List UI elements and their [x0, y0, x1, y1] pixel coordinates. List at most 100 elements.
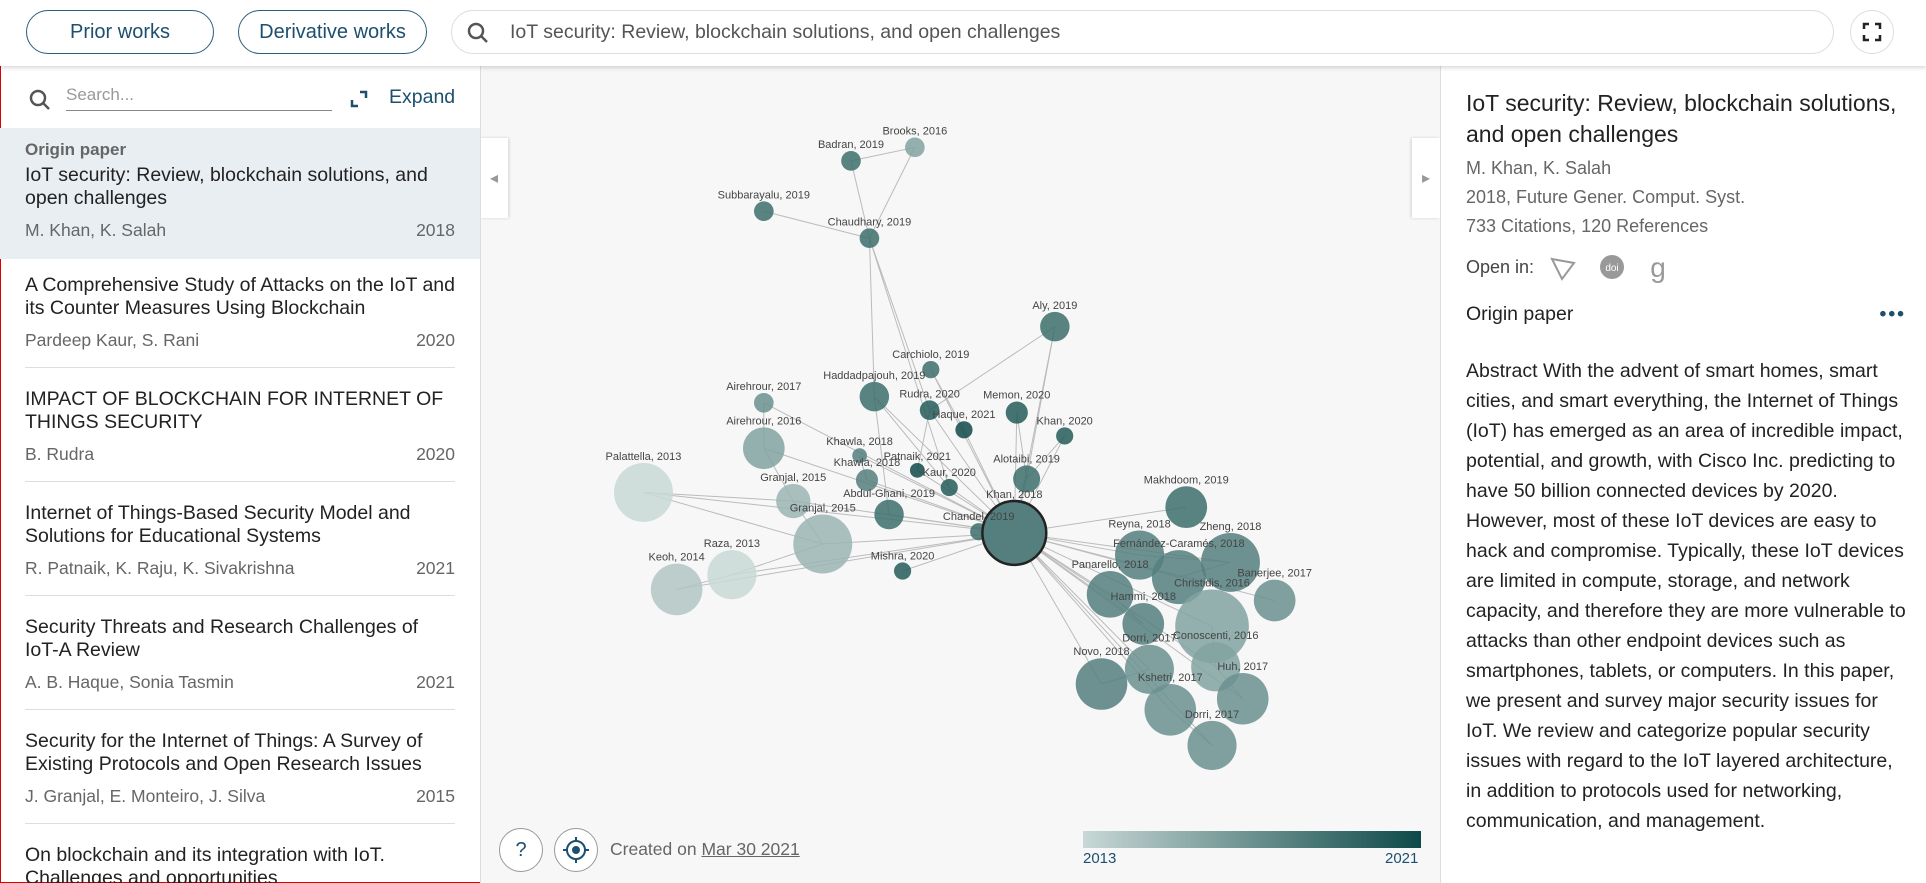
recenter-button[interactable]: [554, 828, 598, 872]
recenter-icon: [563, 837, 589, 863]
svg-text:g: g: [1650, 252, 1666, 283]
node-label: Keoh, 2014: [648, 552, 704, 564]
edge: [868, 238, 950, 488]
paper-node[interactable]: [1056, 427, 1074, 445]
node-label: Khawla, 2018: [826, 436, 893, 448]
node-label: Memon, 2020: [983, 390, 1050, 402]
edge: [763, 402, 1015, 534]
paper-node[interactable]: [1187, 720, 1237, 770]
list-item[interactable]: IMPACT OF BLOCKCHAIN FOR INTERNET OF THI…: [25, 388, 455, 482]
list-item[interactable]: Origin paper IoT security: Review, blockc…: [25, 140, 455, 257]
paper-node[interactable]: [1216, 672, 1269, 725]
paper-node[interactable]: [893, 562, 912, 580]
paper-node[interactable]: [1165, 486, 1208, 529]
node-label: Subbarayalu, 2019: [718, 189, 810, 201]
paper-node[interactable]: [753, 392, 774, 413]
node-label: Carchiolo, 2019: [892, 349, 969, 361]
paper-node[interactable]: [852, 448, 867, 463]
collapse-left[interactable]: ◂: [480, 138, 508, 218]
node-label: Khawla, 2018: [834, 457, 901, 469]
paper-node[interactable]: [874, 499, 904, 530]
paper-node[interactable]: [1200, 532, 1260, 592]
origin-item-bg: [0, 128, 480, 259]
paper-node[interactable]: [919, 400, 940, 420]
paper-node[interactable]: [955, 421, 973, 439]
edge: [643, 491, 1015, 534]
paper-node[interactable]: [859, 381, 890, 412]
paper-node[interactable]: [1115, 530, 1165, 580]
abstract: Abstract With the advent of smart homes,…: [1466, 360, 1906, 832]
paper-node[interactable]: [776, 483, 811, 519]
node-label: Kaur, 2020: [923, 467, 976, 479]
detail-stats: 733 Citations, 120 References: [1466, 216, 1709, 236]
node-label: Airehrour, 2017: [726, 381, 801, 393]
list-search-icon: [29, 89, 50, 110]
more-menu[interactable]: •••: [1879, 303, 1906, 325]
edge: [929, 326, 1056, 411]
paper-node[interactable]: [1013, 465, 1041, 493]
list-item[interactable]: Security for the Internet of Things: A S…: [25, 730, 455, 824]
paper-node[interactable]: [841, 151, 861, 171]
edge: [916, 410, 931, 471]
paper-node[interactable]: [753, 201, 774, 222]
paper-node[interactable]: [905, 137, 925, 158]
item-authors: A. B. Haque, Sonia Tasmin: [25, 672, 234, 692]
item-title: IoT security: Review, blockchain solutio…: [25, 164, 428, 209]
collapse-right[interactable]: ▸: [1412, 138, 1440, 218]
paper-node[interactable]: [742, 427, 785, 470]
search-bar[interactable]: IoT security: Review, blockchain solutio…: [451, 10, 1834, 54]
paper-node[interactable]: [1253, 579, 1296, 622]
paper-node[interactable]: [922, 361, 940, 379]
node-label: Chandel, 2019: [943, 511, 1015, 523]
node-label: Haque, 2021: [932, 409, 995, 421]
node-label: Novo, 2018: [1073, 646, 1129, 658]
node-label: Granjal, 2015: [790, 503, 856, 515]
node-label: Huh, 2017: [1217, 661, 1268, 673]
list-item[interactable]: Security Threats and Research Challenges…: [25, 616, 455, 710]
list-item[interactable]: On blockchain and its integration with I…: [25, 844, 455, 883]
help-button[interactable]: ?: [499, 828, 543, 872]
list-search-input[interactable]: Search...: [66, 85, 332, 111]
derivative-works-button[interactable]: Derivative works: [238, 10, 427, 54]
list-item[interactable]: Internet of Things-Based Security Model …: [25, 502, 455, 596]
item-title: On blockchain and its integration with I…: [25, 844, 385, 883]
paper-node[interactable]: [1144, 683, 1197, 736]
paper-node[interactable]: [650, 563, 703, 616]
list-item[interactable]: A Comprehensive Study of Attacks on the …: [25, 274, 455, 368]
paper-node[interactable]: [793, 514, 853, 574]
paper-node[interactable]: [614, 462, 673, 522]
paper-node[interactable]: [909, 462, 925, 478]
expand-button[interactable]: Expand: [389, 86, 456, 108]
paper-node[interactable]: [1151, 550, 1206, 605]
paper-node[interactable]: [1005, 401, 1028, 424]
item-footer: J. Granjal, E. Monteiro, J. Silva 2015: [25, 786, 455, 807]
prior-works-button[interactable]: Prior works: [26, 10, 214, 54]
item-year: 2015: [416, 786, 455, 806]
fullscreen-button[interactable]: [1850, 10, 1894, 54]
paper-node[interactable]: [859, 228, 880, 249]
paper-node[interactable]: [1040, 311, 1070, 342]
paper-node[interactable]: [1122, 602, 1165, 645]
created-date[interactable]: Mar 30 2021: [701, 839, 800, 859]
edge: [643, 491, 823, 545]
paper-node[interactable]: [981, 499, 1048, 567]
paper-node[interactable]: [1175, 589, 1249, 664]
item-title: Security for the Internet of Things: A S…: [25, 730, 423, 775]
paper-node[interactable]: [707, 550, 757, 600]
paper-node[interactable]: [1075, 658, 1128, 710]
paper-node[interactable]: [940, 478, 958, 497]
paper-node[interactable]: [1086, 571, 1134, 618]
item-year: 2020: [416, 444, 455, 464]
edge: [850, 160, 870, 239]
item-year: 2021: [416, 558, 455, 578]
open-in-label: Open in:: [1466, 256, 1535, 277]
node-label: Conoscenti, 2016: [1173, 630, 1259, 642]
paper-node[interactable]: [855, 469, 879, 492]
paper-node[interactable]: [1124, 644, 1174, 694]
legend-min: 2013: [1083, 850, 1117, 867]
node-label: Haddadpajouh, 2019: [823, 370, 925, 382]
node-label: Abdul-Ghani, 2019: [843, 488, 935, 500]
open-in-icons[interactable]: doi g: [1546, 251, 1686, 283]
node-label: Panarello, 2018: [1072, 559, 1149, 571]
